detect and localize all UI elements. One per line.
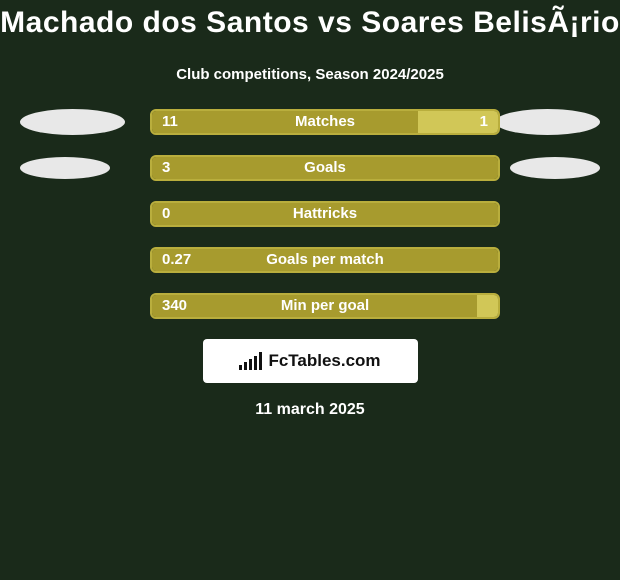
stat-seg-left [152, 249, 498, 271]
stat-track: Goals3 [150, 155, 500, 181]
brand-text: FcTables.com [268, 351, 380, 371]
comparison-row: Hattricks0 [20, 201, 600, 227]
stat-seg-right [477, 295, 498, 317]
player-right-oval [510, 157, 600, 179]
bars-icon [239, 352, 262, 370]
stat-track: Goals per match0.27 [150, 247, 500, 273]
date-text: 11 march 2025 [0, 401, 620, 419]
subtitle: Club competitions, Season 2024/2025 [0, 66, 620, 83]
stat-track: Min per goal340 [150, 293, 500, 319]
player-left-oval [20, 109, 125, 135]
comparison-row: Goals3 [20, 155, 600, 181]
brand-box: FcTables.com [203, 339, 418, 383]
stat-seg-left [152, 203, 498, 225]
stat-track: Hattricks0 [150, 201, 500, 227]
stat-seg-right [418, 111, 498, 133]
stat-track: Matches111 [150, 109, 500, 135]
stat-seg-left [152, 157, 498, 179]
page-title: Machado dos Santos vs Soares BelisÃ¡rio [0, 6, 620, 40]
comparison-rows: Matches111 Goals3 Hattricks0 Goals per matc… [20, 109, 600, 319]
player-right-oval [495, 109, 600, 135]
stat-seg-left [152, 295, 477, 317]
comparison-row: Min per goal340 [20, 293, 600, 319]
stat-seg-left [152, 111, 418, 133]
player-left-oval [20, 157, 110, 179]
comparison-row: Goals per match0.27 [20, 247, 600, 273]
comparison-row: Matches111 [20, 109, 600, 135]
